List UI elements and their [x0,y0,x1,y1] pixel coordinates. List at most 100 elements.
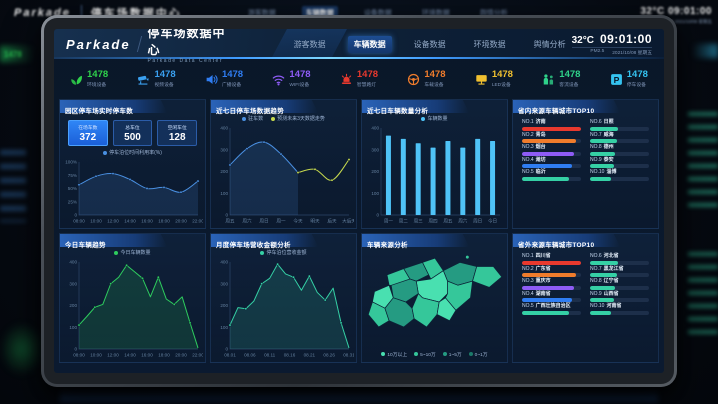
svg-text:25%: 25% [68,199,77,204]
kpi-screen[interactable]: 1478 LED设备 [475,70,513,88]
svg-text:16:00: 16:00 [141,353,153,358]
rank-item-6: NO.6 河北省 [590,252,649,265]
rank-bar-track [590,310,649,315]
kpi-value: 1478 [424,69,446,80]
temperature: 32°C [571,35,594,46]
svg-text:今天: 今天 [293,218,303,225]
svg-text:18:00: 18:00 [158,219,170,224]
rank-bar [522,273,577,277]
kpi-parking[interactable]: P 1478 停车设备 [610,70,648,88]
kpi-value: 1478 [559,69,581,80]
panel-weekly-trend: 近七日停车场数据趋势 驻车数 预测未来3天数据走势 0 100 200 300 400 周五 周… [210,99,357,229]
nav-item-环境数据[interactable]: 环境数据 [473,39,506,49]
rank-bar-track [590,151,649,156]
svg-text:100: 100 [220,191,228,196]
rank-bar-track [590,126,649,131]
nav-item-设备数据[interactable]: 设备数据 [413,39,446,49]
monitor-bezel: Parkade 停车场数据中心 Parkade Data Center 游客数据… [44,18,674,384]
svg-text:20:00: 20:00 [175,219,187,224]
svg-text:75%: 75% [68,173,77,178]
rank-label: NO.7 黑龙江省 [590,265,624,272]
rank-bar [522,260,581,265]
rank-bar-track [522,139,581,143]
rank-bar-track [590,260,649,265]
panel-title: 省内来源车辆城市TOP10 [513,100,658,115]
kpi-steering[interactable]: 1478 车载设备 [407,70,445,88]
rank-bar [590,273,617,277]
rank-item-7: NO.7 黑龙江省 [590,265,649,277]
backdrop-nav-item: 游客数据 [247,10,276,17]
rank-item-9: NO.9 泰安 [590,156,649,168]
panel-province-top10: 省内来源车辆城市TOP10 NO.1 济南 NO.2 青岛 NO.3 烟台 NO.4 潍坊 NO… [512,99,659,229]
nav-item-车辆数据[interactable]: 车辆数据 [347,35,392,53]
monthly-revenue-chart: 停车泊位营收金额 0 100 200 300 400 08.01 08.06 08.11 08.1… [213,248,354,360]
alert-lamp-icon [340,73,353,86]
rank-bar [522,151,574,156]
kpi-wifi[interactable]: 1478 WIFI设备 [272,69,311,88]
chart-canvas: 0 25% 50% 75% 100% 08:00 10:00 12:00 14:00 16:00 1… [65,160,203,224]
panel-weekly-count: 近七日车辆数量分析 车辆数量 0 100 200 300 400 周一 周二 周三 周四 周五 周六周… [361,99,508,229]
date-label: 2021/10/08 星期五 [612,51,652,56]
clock: 09:01:00 [599,32,652,46]
svg-text:08.26: 08.26 [323,353,335,358]
backdrop-nav-item: 设备数据 [363,10,392,17]
panel-title: 近七日车辆数量分析 [362,100,507,115]
rank-item-7: NO.7 威海 [590,131,649,143]
stat-current-cars: 在场车数 372 [68,120,108,146]
svg-text:0: 0 [225,213,228,218]
steering-icon [407,73,420,86]
kpi-value: 1478 [87,69,109,80]
kpi-cctv[interactable]: 1478 视频设备 [137,70,176,88]
backdrop-glow-teal-bars-right-bottom [688,252,718,338]
rank-bar [522,285,574,290]
svg-text:200: 200 [220,169,228,174]
legend-item: 今日车辆数量 [114,249,151,256]
svg-text:400: 400 [220,126,228,131]
panel-origin-map: 车辆来源分析 10万以上 5~10万 1~5万 0~1万 [361,233,508,363]
kpi-label: 停车设备 [626,83,646,88]
rank-bar-track [590,285,649,290]
rank-item-5: NO.5 广西壮族自治区 [522,302,581,315]
svg-text:0: 0 [74,347,77,352]
people-icon [542,73,555,86]
nav-item-舆情分析[interactable]: 舆情分析 [533,39,566,49]
rank-item-3: NO.3 重庆市 [522,277,581,290]
rank-label: NO.9 泰安 [590,156,614,163]
kpi-speaker[interactable]: 1478 广播设备 [205,70,243,88]
legend-item: 停车泊位营收金额 [260,249,307,256]
kpi-alert-lamp[interactable]: 1478 智慧路灯 [340,70,378,88]
panel-title: 车辆来源分析 [362,234,507,249]
page-subtitle: Parkade Data Center [147,58,223,64]
kpi-value: 1478 [289,69,311,80]
kpi-leaf[interactable]: 1478 环境设备 [70,70,108,88]
svg-text:08.21: 08.21 [304,353,316,358]
rank-label: NO.7 威海 [590,131,614,138]
kpi-people[interactable]: 1478 客流设备 [542,70,580,88]
svg-text:周二: 周二 [399,219,409,225]
rank-label: NO.8 辽宁省 [590,278,619,284]
chart-canvas: 0 100 200 300 400 周一 周二 周三 周四 周五 周六 周日 今日 [371,126,500,225]
svg-text:200: 200 [69,303,77,308]
rank-bar [590,164,614,168]
svg-text:20:00: 20:00 [175,353,187,358]
cctv-icon [137,73,150,86]
svg-text:200: 200 [371,169,379,174]
nav-item-游客数据[interactable]: 游客数据 [293,39,326,49]
rank-bar-track [522,285,581,290]
backdrop-glow-cyan-right [692,44,718,58]
backdrop-glow-teal-bars-right-top [688,112,718,208]
svg-text:10:00: 10:00 [90,219,102,224]
svg-text:周三: 周三 [414,219,424,225]
map-legend-item: 0~1万 [468,351,488,358]
rank-item-2: NO.2 广东省 [522,265,581,277]
rank-bar-track [522,164,581,168]
chart-legend: 停车泊位营收金额 [213,249,354,256]
svg-text:周六: 周六 [242,218,252,225]
rank-item-8: NO.8 德州 [590,143,649,156]
rank-label: NO.3 烟台 [522,144,546,150]
wifi-icon [272,73,285,86]
map-legend-item: 5~10万 [414,351,436,358]
kpi-label: 智慧路灯 [356,83,377,88]
rank-label: NO.3 重庆市 [522,278,551,284]
stat-free-spaces: 空闲车位 128 [157,120,198,146]
